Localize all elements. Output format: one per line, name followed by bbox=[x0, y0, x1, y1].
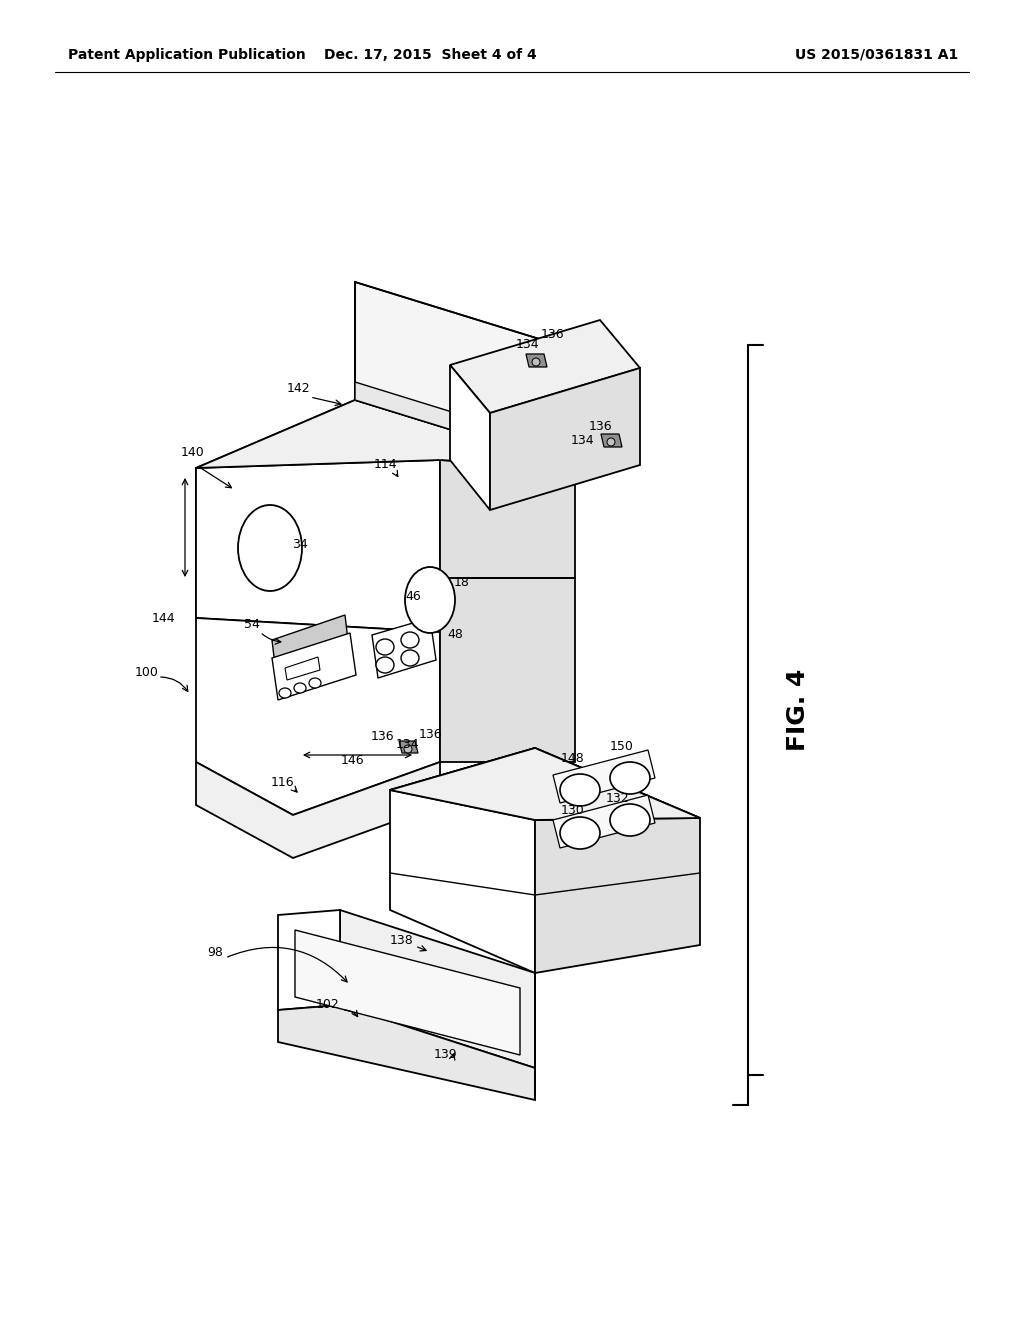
Polygon shape bbox=[390, 748, 700, 820]
Text: 134: 134 bbox=[395, 738, 419, 751]
Polygon shape bbox=[390, 748, 700, 820]
Text: 130: 130 bbox=[561, 804, 585, 817]
Text: Patent Application Publication: Patent Application Publication bbox=[68, 48, 306, 62]
Text: 138: 138 bbox=[390, 933, 414, 946]
Polygon shape bbox=[553, 795, 655, 847]
Polygon shape bbox=[450, 319, 640, 413]
Ellipse shape bbox=[401, 649, 419, 667]
Text: 102: 102 bbox=[316, 998, 340, 1011]
Text: 132: 132 bbox=[605, 792, 629, 804]
Polygon shape bbox=[196, 400, 575, 469]
Ellipse shape bbox=[406, 568, 455, 634]
Polygon shape bbox=[390, 789, 535, 973]
Polygon shape bbox=[535, 818, 700, 973]
Polygon shape bbox=[553, 750, 655, 803]
Text: 46: 46 bbox=[406, 590, 421, 603]
Polygon shape bbox=[272, 615, 350, 682]
Text: 34: 34 bbox=[292, 539, 308, 552]
Text: 144: 144 bbox=[152, 611, 175, 624]
Polygon shape bbox=[272, 634, 356, 700]
Text: FIG. 4: FIG. 4 bbox=[786, 669, 810, 751]
Polygon shape bbox=[340, 909, 535, 1068]
Polygon shape bbox=[450, 366, 490, 510]
Ellipse shape bbox=[610, 762, 650, 795]
Text: 140: 140 bbox=[181, 446, 205, 459]
Text: 100: 100 bbox=[135, 665, 159, 678]
Polygon shape bbox=[526, 354, 547, 367]
Text: 146: 146 bbox=[340, 754, 364, 767]
Polygon shape bbox=[372, 618, 436, 678]
Text: 142: 142 bbox=[286, 381, 310, 395]
Text: 18: 18 bbox=[454, 577, 470, 590]
Text: 136: 136 bbox=[418, 729, 441, 742]
Text: 134: 134 bbox=[515, 338, 539, 351]
Polygon shape bbox=[601, 434, 622, 447]
Text: 148: 148 bbox=[561, 751, 585, 764]
Text: 134: 134 bbox=[570, 433, 594, 446]
Ellipse shape bbox=[238, 506, 302, 591]
Polygon shape bbox=[440, 459, 575, 578]
Text: 48: 48 bbox=[447, 628, 463, 642]
Polygon shape bbox=[355, 282, 575, 469]
Polygon shape bbox=[278, 1005, 535, 1100]
Text: 136: 136 bbox=[371, 730, 394, 743]
Ellipse shape bbox=[404, 744, 412, 752]
Text: Dec. 17, 2015  Sheet 4 of 4: Dec. 17, 2015 Sheet 4 of 4 bbox=[324, 48, 537, 62]
Ellipse shape bbox=[294, 682, 306, 693]
Polygon shape bbox=[196, 618, 440, 814]
Text: 54: 54 bbox=[244, 619, 260, 631]
Ellipse shape bbox=[532, 358, 540, 366]
Polygon shape bbox=[399, 741, 418, 752]
Polygon shape bbox=[390, 748, 700, 820]
Text: 116: 116 bbox=[270, 776, 294, 788]
Ellipse shape bbox=[309, 678, 321, 688]
Polygon shape bbox=[196, 762, 440, 858]
Text: 139: 139 bbox=[433, 1048, 457, 1061]
Polygon shape bbox=[196, 459, 440, 632]
Ellipse shape bbox=[376, 657, 394, 673]
Polygon shape bbox=[440, 578, 575, 762]
Text: 150: 150 bbox=[610, 739, 634, 752]
Ellipse shape bbox=[376, 639, 394, 655]
Ellipse shape bbox=[560, 774, 600, 807]
Polygon shape bbox=[196, 400, 440, 618]
Polygon shape bbox=[355, 381, 575, 469]
Text: 136: 136 bbox=[541, 329, 564, 342]
Polygon shape bbox=[278, 909, 340, 1010]
Ellipse shape bbox=[401, 632, 419, 648]
Ellipse shape bbox=[560, 817, 600, 849]
Text: 136: 136 bbox=[588, 421, 611, 433]
Text: 98: 98 bbox=[207, 946, 223, 960]
Polygon shape bbox=[285, 657, 319, 680]
Polygon shape bbox=[490, 368, 640, 510]
Ellipse shape bbox=[610, 804, 650, 836]
Ellipse shape bbox=[607, 438, 615, 446]
Polygon shape bbox=[295, 931, 520, 1055]
Ellipse shape bbox=[279, 688, 291, 698]
Text: US 2015/0361831 A1: US 2015/0361831 A1 bbox=[795, 48, 958, 62]
Text: 114: 114 bbox=[373, 458, 397, 471]
